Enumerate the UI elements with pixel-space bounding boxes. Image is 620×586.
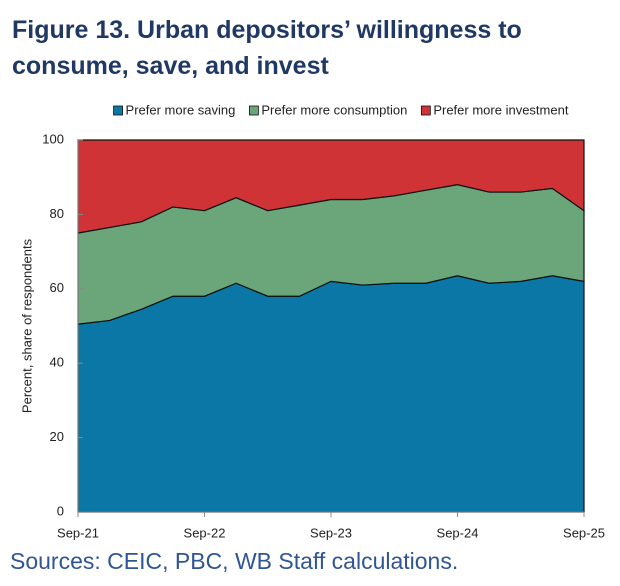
- y-axis-label: Percent, share of respondents: [19, 238, 34, 413]
- area: [77, 275, 585, 513]
- x-tick-label: Sep-25: [563, 525, 605, 540]
- x-tick-label: Sep-21: [57, 525, 99, 540]
- legend-label: Prefer more consumption: [261, 102, 407, 117]
- legend-swatch: [113, 105, 123, 116]
- y-tick-label: 100: [42, 131, 64, 146]
- y-tick-label: 80: [50, 206, 64, 221]
- x-tick-label: Sep-23: [310, 525, 352, 540]
- legend-label: Prefer more saving: [126, 102, 236, 117]
- legend-label: Prefer more investment: [433, 102, 568, 117]
- x-tick-label: Sep-24: [437, 525, 479, 540]
- y-tick-label: 60: [50, 280, 64, 295]
- legend-swatch: [248, 105, 259, 116]
- y-tick-label: 40: [50, 355, 64, 370]
- x-tick-label: Sep-22: [184, 525, 226, 540]
- area: [77, 139, 585, 234]
- chart-title: Figure 13. Urban depositors’ willingness…: [12, 16, 522, 80]
- legend-swatch: [420, 105, 431, 116]
- source-note: Sources: CEIC, PBC, WB Staff calculation…: [10, 548, 459, 574]
- y-tick-label: 20: [50, 429, 64, 444]
- y-tick-label: 0: [57, 503, 64, 518]
